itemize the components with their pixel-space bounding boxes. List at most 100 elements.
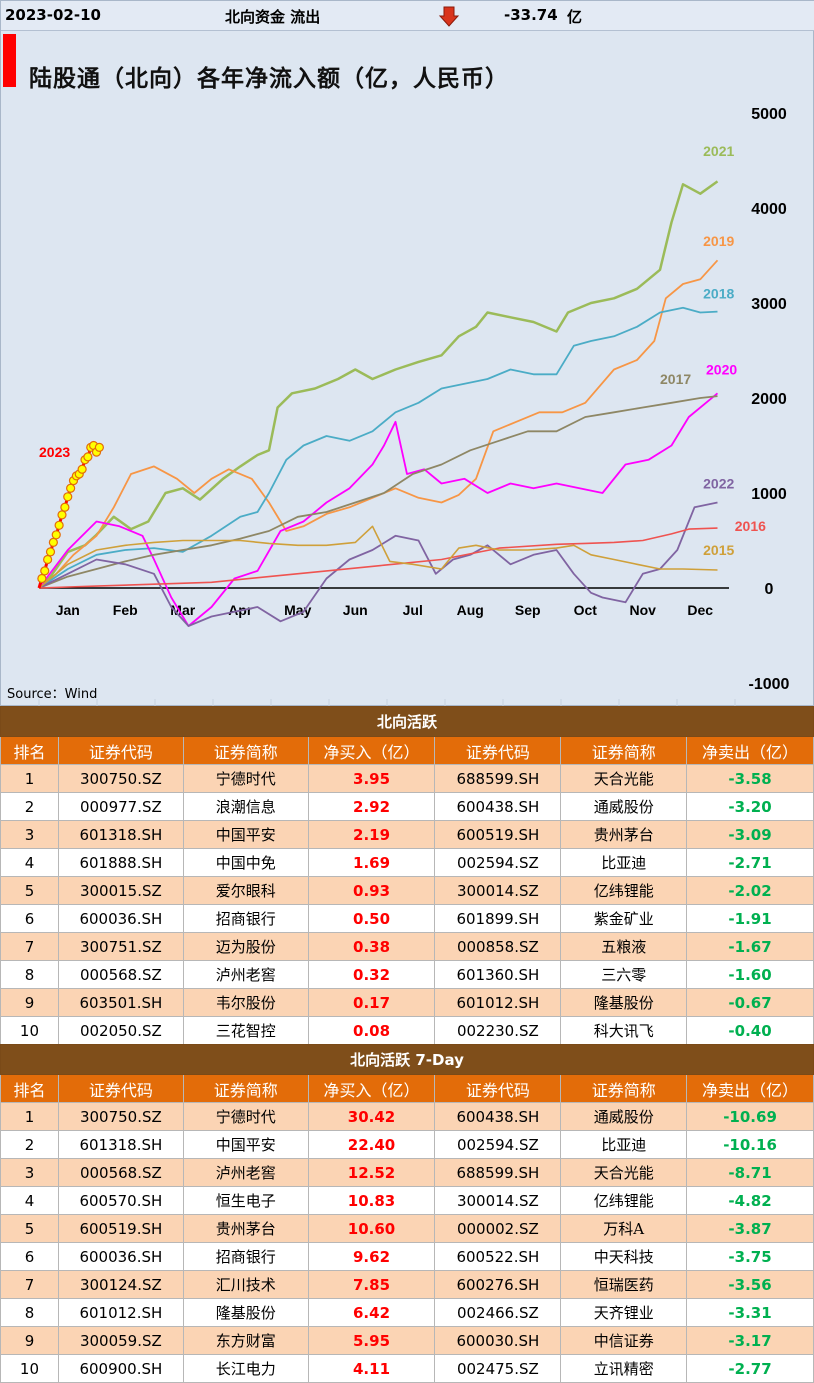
table-cell: -10.69	[686, 1102, 814, 1131]
table-cell: 招商银行	[182, 1242, 309, 1271]
table-cell: 300059.SZ	[57, 1326, 184, 1355]
table-cell: 600900.SH	[57, 1354, 184, 1383]
table-cell: 亿纬锂能	[560, 1186, 688, 1215]
table-cell: 东方财富	[182, 1326, 309, 1355]
title-marker	[3, 34, 16, 87]
table-title: 北向活跃	[0, 706, 814, 737]
point-2023	[43, 554, 53, 565]
table-row: 10 600900.SH 长江电力 4.11 002475.SZ 立讯精密 -2.77	[0, 1354, 814, 1383]
column-header: 证券简称	[560, 1074, 688, 1103]
table-cell: 600519.SH	[57, 1214, 184, 1243]
table-cell: 0.32	[307, 960, 436, 989]
table-cell: 000568.SZ	[57, 1158, 184, 1187]
table-cell: 5	[0, 876, 59, 905]
table-cell: 688599.SH	[434, 764, 562, 793]
table-cell: 贵州茅台	[182, 1214, 309, 1243]
table-title-row: 北向活跃	[0, 706, 814, 737]
table-row: 1 300750.SZ 宁德时代 30.42 600438.SH 通威股份 -10.69	[0, 1102, 814, 1131]
table-cell: 中国平安	[182, 1130, 309, 1159]
table-cell: 7	[0, 1270, 59, 1299]
month-label-jan: Jan	[56, 602, 80, 618]
table-row: 9 603501.SH 韦尔股份 0.17 601012.SH 隆基股份 -0.67	[0, 988, 814, 1017]
table-cell: 8	[0, 1298, 59, 1327]
line-chart: Jan Feb Mar Apr May Jun Jul Aug Sep Oct Nov Dec5000…	[37, 106, 790, 707]
table-cell: 3.95	[307, 764, 436, 793]
y-tick-label: 4000	[751, 201, 787, 218]
column-header: 证券简称	[182, 736, 309, 765]
table-cell: 6	[0, 1242, 59, 1271]
table-cell: 1	[0, 764, 59, 793]
series-line-2015	[38, 525, 718, 589]
table-cell: 0.50	[307, 904, 436, 933]
table-cell: 9.62	[307, 1242, 436, 1271]
series-line-2018	[38, 306, 718, 589]
chart-title: 陆股通（北向）各年净流入额（亿，人民币）	[29, 65, 509, 92]
table-cell: -3.20	[686, 792, 814, 821]
series-label-2016: 2016	[735, 518, 766, 534]
column-header: 证券代码	[57, 1074, 184, 1103]
month-label-aug: Aug	[457, 602, 484, 618]
table-cell: 亿纬锂能	[560, 876, 688, 905]
table-cell: 601888.SH	[57, 848, 184, 877]
table-cell: 中国平安	[182, 820, 309, 849]
table-cell: -4.82	[686, 1186, 814, 1215]
table-cell: 泸州老窖	[182, 960, 309, 989]
table-cell: 长江电力	[182, 1354, 309, 1383]
table-cell: 600030.SH	[434, 1326, 562, 1355]
table-cell: 泸州老窖	[182, 1158, 309, 1187]
table-cell: -3.87	[686, 1214, 814, 1243]
table-cell: 9	[0, 1326, 59, 1355]
table-cell: 中信证券	[560, 1326, 688, 1355]
table-row: 4 600570.SH 恒生电子 10.83 300014.SZ 亿纬锂能 -4.82	[0, 1186, 814, 1215]
table-cell: 天合光能	[560, 764, 688, 793]
column-header: 净卖出（亿）	[686, 1074, 814, 1103]
series-line-2021	[38, 180, 719, 589]
table-row: 2 601318.SH 中国平安 22.40 002594.SZ 比亚迪 -10.16	[0, 1130, 814, 1159]
table-cell: 2	[0, 1130, 59, 1159]
table-header-row: 排名 证券代码 证券简称 净买入（亿） 证券代码 证券简称 净卖出（亿）	[0, 1074, 814, 1103]
point-2023	[66, 483, 76, 493]
table-cell: 三花智控	[182, 1016, 309, 1045]
table-row: 3 601318.SH 中国平安 2.19 600519.SH 贵州茅台 -3.09	[0, 820, 814, 849]
table-cell: 0.93	[307, 876, 436, 905]
table-cell: 600570.SH	[57, 1186, 184, 1215]
header-bar: 2023-02-10 北向资金 流出 -33.74 亿	[1, 1, 814, 31]
point-2023	[94, 442, 104, 452]
table-cell: 隆基股份	[560, 988, 688, 1017]
point-2023	[83, 452, 93, 462]
table-cell: 恒生电子	[182, 1186, 309, 1215]
point-2023	[57, 510, 67, 520]
table-cell: 000568.SZ	[57, 960, 184, 989]
month-label-jul: Jul	[403, 602, 423, 618]
table-cell: 9	[0, 988, 59, 1017]
table-cell: -8.71	[686, 1158, 814, 1187]
series-line-2023	[37, 444, 101, 589]
table-cell: 000977.SZ	[57, 792, 184, 821]
series-label-2020: 2020	[706, 361, 737, 377]
series-line-2020	[38, 392, 719, 627]
table-cell: 4	[0, 848, 59, 877]
table-cell: 汇川技术	[182, 1270, 309, 1299]
point-2023	[54, 520, 64, 530]
table-cell: -3.17	[686, 1326, 814, 1355]
table-cell: 天齐锂业	[560, 1298, 688, 1327]
table-cell: 600036.SH	[57, 1242, 184, 1271]
table-cell: 601012.SH	[434, 988, 562, 1017]
table-row: 6 600036.SH 招商银行 0.50 601899.SH 紫金矿业 -1.91	[0, 904, 814, 933]
table-cell: 3	[0, 820, 59, 849]
table-cell: 10.83	[307, 1186, 436, 1215]
table-cell: 科大讯飞	[560, 1016, 688, 1045]
column-header: 净买入（亿）	[307, 1074, 436, 1103]
table-cell: 002475.SZ	[434, 1354, 562, 1383]
table-row: 5 600519.SH 贵州茅台 10.60 000002.SZ 万科A -3.87	[0, 1214, 814, 1243]
northbound-active-table: 北向活跃 排名 证券代码 证券简称 净买入（亿） 证券代码 证券简称 净卖出（亿） 1 30075…	[0, 706, 814, 1045]
series-label-2019: 2019	[703, 233, 734, 249]
table-cell: 天合光能	[560, 1158, 688, 1187]
month-label-feb: Feb	[113, 602, 138, 618]
column-header: 排名	[0, 736, 59, 765]
table-cell: 002594.SZ	[434, 1130, 562, 1159]
table-cell: -3.09	[686, 820, 814, 849]
point-2023	[37, 573, 47, 584]
table-cell: -3.58	[686, 764, 814, 793]
table-cell: 隆基股份	[182, 1298, 309, 1327]
